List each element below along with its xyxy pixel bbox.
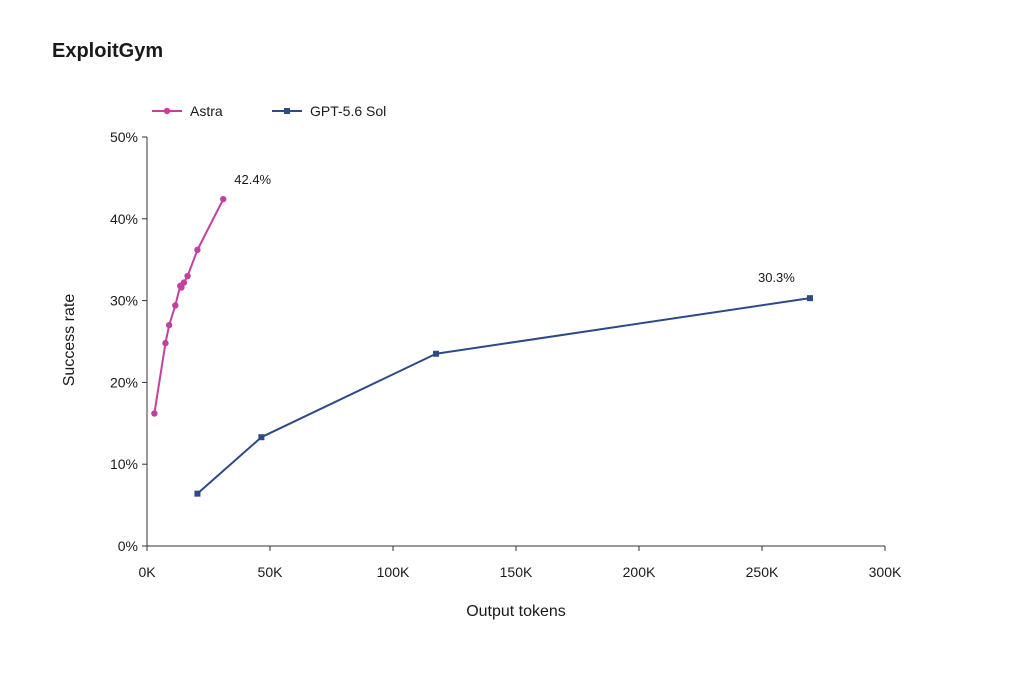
end-value-label: 30.3% <box>758 270 795 285</box>
data-point <box>151 410 158 417</box>
legend-marker-circle <box>163 107 171 115</box>
data-point <box>178 284 185 291</box>
y-axis-label: Success rate <box>61 294 78 387</box>
data-point <box>258 434 265 441</box>
legend-marker-square <box>284 108 290 114</box>
series-line <box>196 297 811 495</box>
series-1: 30.3% <box>194 270 813 497</box>
x-tick-label: 150K <box>500 564 533 580</box>
axes: 0% 10% 20% 30% 40% 50% 0K 50K 100K 150K 200K 250K 30… <box>110 129 902 580</box>
legend-label: Astra <box>190 103 223 119</box>
x-tick-label: 50K <box>258 564 284 580</box>
y-tick-label: 40% <box>110 211 138 227</box>
y-tick-label: 20% <box>110 374 138 390</box>
data-point <box>806 295 813 302</box>
data-point <box>180 279 188 286</box>
y-tick-label: 30% <box>110 293 138 309</box>
series-0: 42.4% <box>151 172 272 417</box>
chart-title: ExploitGym <box>52 40 164 62</box>
data-point <box>184 272 191 280</box>
data-point <box>194 246 201 254</box>
x-axis-label: Output tokens <box>466 603 566 620</box>
legend-label: GPT-5.6 Sol <box>310 103 386 119</box>
x-tick-label: 200K <box>623 564 656 580</box>
data-point <box>165 321 173 329</box>
data-point <box>433 350 440 357</box>
y-tick-label: 50% <box>110 129 138 145</box>
x-tick-label: 0K <box>138 564 156 580</box>
legend: Astra GPT-5.6 Sol <box>152 103 386 119</box>
x-tick-label: 250K <box>746 564 779 580</box>
data-point <box>162 339 169 347</box>
series-line <box>153 198 225 414</box>
data-point <box>220 195 227 203</box>
y-tick-label: 10% <box>110 456 138 472</box>
data-point <box>194 490 201 497</box>
series-layer: 42.4% 30.3% <box>151 172 813 497</box>
data-point <box>172 302 179 309</box>
x-tick-label: 300K <box>869 564 902 580</box>
y-tick-label: 0% <box>118 538 138 554</box>
end-value-label: 42.4% <box>234 172 271 187</box>
x-tick-label: 100K <box>377 564 410 580</box>
